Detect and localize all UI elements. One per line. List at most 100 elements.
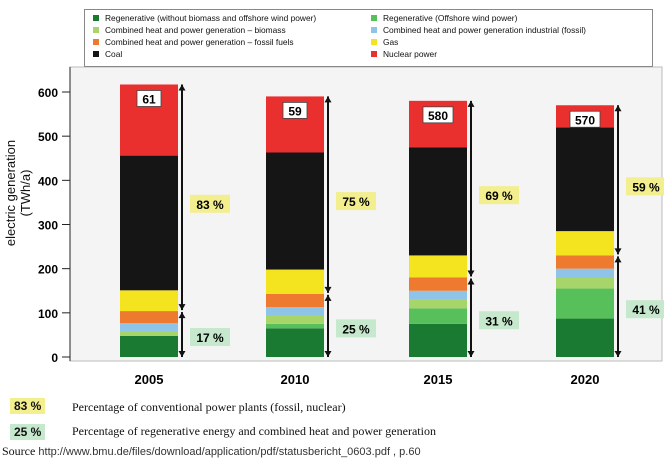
y-axis-label: electric generation (TWh/a) bbox=[3, 139, 33, 247]
total-label: 59 bbox=[288, 104, 302, 118]
legend-label: Regenerative (without biomass and offsho… bbox=[105, 13, 317, 23]
conventional-share-label: 75 % bbox=[342, 195, 370, 209]
bar-segment bbox=[409, 323, 467, 357]
regenerative-share-badge bbox=[336, 319, 376, 338]
arrow-head bbox=[614, 248, 622, 255]
bar-segment bbox=[556, 231, 614, 256]
total-label-box bbox=[569, 110, 601, 128]
arrow-head bbox=[324, 294, 332, 301]
bars bbox=[120, 84, 614, 357]
arrow-head bbox=[178, 304, 186, 311]
conventional-share-badge bbox=[479, 186, 519, 205]
conventional-share-label: 69 % bbox=[485, 189, 513, 203]
total-label: 61 bbox=[142, 92, 156, 106]
value-labels: 61 59 580 570 bbox=[136, 90, 601, 128]
bar-segment bbox=[556, 127, 614, 232]
x-tick-label: 2020 bbox=[571, 372, 600, 387]
legend-swatch bbox=[93, 39, 99, 45]
key-conventional-badge: 83 % bbox=[10, 398, 46, 414]
conventional-share-badge bbox=[190, 194, 230, 213]
regenerative-share-label: 41 % bbox=[632, 303, 660, 317]
legend-item: Combined heat and power generation – fos… bbox=[93, 37, 294, 47]
source-line: Source http://www.bmu.de/files/download/… bbox=[2, 444, 421, 459]
legend-item: Nuclear power bbox=[371, 49, 437, 59]
bar-segment bbox=[409, 255, 467, 278]
bar-segment bbox=[120, 155, 178, 291]
bar-segment bbox=[266, 315, 324, 324]
legend-swatch bbox=[371, 39, 377, 45]
regenerative-share-badge bbox=[479, 311, 519, 330]
bar-segment bbox=[266, 328, 324, 357]
legend-label: Coal bbox=[105, 49, 123, 59]
legend: Regenerative (without biomass and offsho… bbox=[84, 9, 653, 67]
legend-item: Combined heat and power generation – bio… bbox=[93, 25, 286, 35]
legend-label: Combined heat and power generation – fos… bbox=[105, 37, 294, 47]
bar-segment bbox=[266, 269, 324, 294]
legend-label: Gas bbox=[383, 37, 399, 47]
legend-label: Regenerative (Offshore wind power) bbox=[383, 13, 518, 23]
arrow-head bbox=[324, 286, 332, 293]
bar-segment bbox=[556, 268, 614, 278]
total-label-box bbox=[422, 106, 454, 124]
conventional-share-label: 59 % bbox=[632, 180, 660, 194]
regenerative-share-label: 17 % bbox=[196, 331, 224, 345]
legend-swatch bbox=[93, 51, 99, 57]
y-tick-label: 600 bbox=[38, 86, 58, 100]
bar-segment bbox=[556, 318, 614, 357]
legend-label: Combined heat and power generation indus… bbox=[383, 25, 586, 35]
bar-segment bbox=[409, 290, 467, 300]
conventional-share-label: 83 % bbox=[196, 198, 224, 212]
arrow-head bbox=[614, 351, 622, 357]
legend-swatch bbox=[93, 15, 99, 21]
arrow-head bbox=[178, 351, 186, 357]
y-axis: 0 100 200 300 400 500 600 bbox=[38, 67, 71, 365]
y-tick-label: 0 bbox=[51, 351, 58, 365]
legend-label: Nuclear power bbox=[383, 49, 437, 59]
y-tick-label: 500 bbox=[38, 130, 58, 144]
regenerative-share-badge bbox=[190, 328, 230, 347]
arrow-head bbox=[614, 105, 622, 112]
y-tick-label: 200 bbox=[38, 263, 58, 277]
conventional-share-badge bbox=[336, 192, 376, 211]
regenerative-share-label: 25 % bbox=[342, 322, 370, 336]
arrow-head bbox=[467, 270, 475, 277]
source-url: http://www.bmu.de/files/download/applica… bbox=[38, 446, 421, 458]
legend-item: Coal bbox=[93, 49, 122, 59]
legend-swatch bbox=[93, 27, 99, 33]
bar-segment bbox=[556, 288, 614, 319]
x-tick-label: 2005 bbox=[135, 372, 164, 387]
bar-segment bbox=[409, 299, 467, 309]
y-tick-label: 100 bbox=[38, 307, 58, 321]
bar-segment bbox=[266, 152, 324, 270]
bar-segment bbox=[120, 330, 178, 336]
bar-segment bbox=[120, 322, 178, 331]
y-tick-label: 400 bbox=[38, 174, 58, 188]
bar-segment bbox=[556, 277, 614, 289]
arrow-head bbox=[324, 96, 332, 103]
total-label-box bbox=[282, 102, 308, 119]
arrow-head bbox=[178, 84, 186, 91]
legend-item: Combined heat and power generation indus… bbox=[371, 25, 586, 35]
share-arrows: 83 % 17 % 75 % 25 % 69 % 31 % 59 % 41 % bbox=[178, 84, 664, 357]
bar-segment bbox=[409, 277, 467, 291]
total-label-box bbox=[136, 90, 162, 107]
legend-swatch bbox=[371, 27, 377, 33]
bar-segment bbox=[409, 147, 467, 256]
bar-segment bbox=[266, 323, 324, 329]
arrow-head bbox=[178, 312, 186, 319]
arrow-head bbox=[324, 351, 332, 357]
bar-segment bbox=[120, 335, 178, 357]
regenerative-share-label: 31 % bbox=[485, 314, 513, 328]
arrow-head bbox=[467, 100, 475, 107]
bar-segment bbox=[120, 290, 178, 312]
y-tick-label: 300 bbox=[38, 219, 58, 233]
conventional-share-badge bbox=[626, 177, 664, 196]
legend-label: Combined heat and power generation – bio… bbox=[105, 25, 286, 35]
legend-item: Regenerative (without biomass and offsho… bbox=[93, 13, 316, 23]
total-label: 580 bbox=[428, 109, 448, 123]
regenerative-share-badge bbox=[626, 300, 664, 319]
total-label: 570 bbox=[575, 113, 595, 127]
source-label: Source bbox=[2, 444, 36, 458]
legend-item: Gas bbox=[371, 37, 398, 47]
